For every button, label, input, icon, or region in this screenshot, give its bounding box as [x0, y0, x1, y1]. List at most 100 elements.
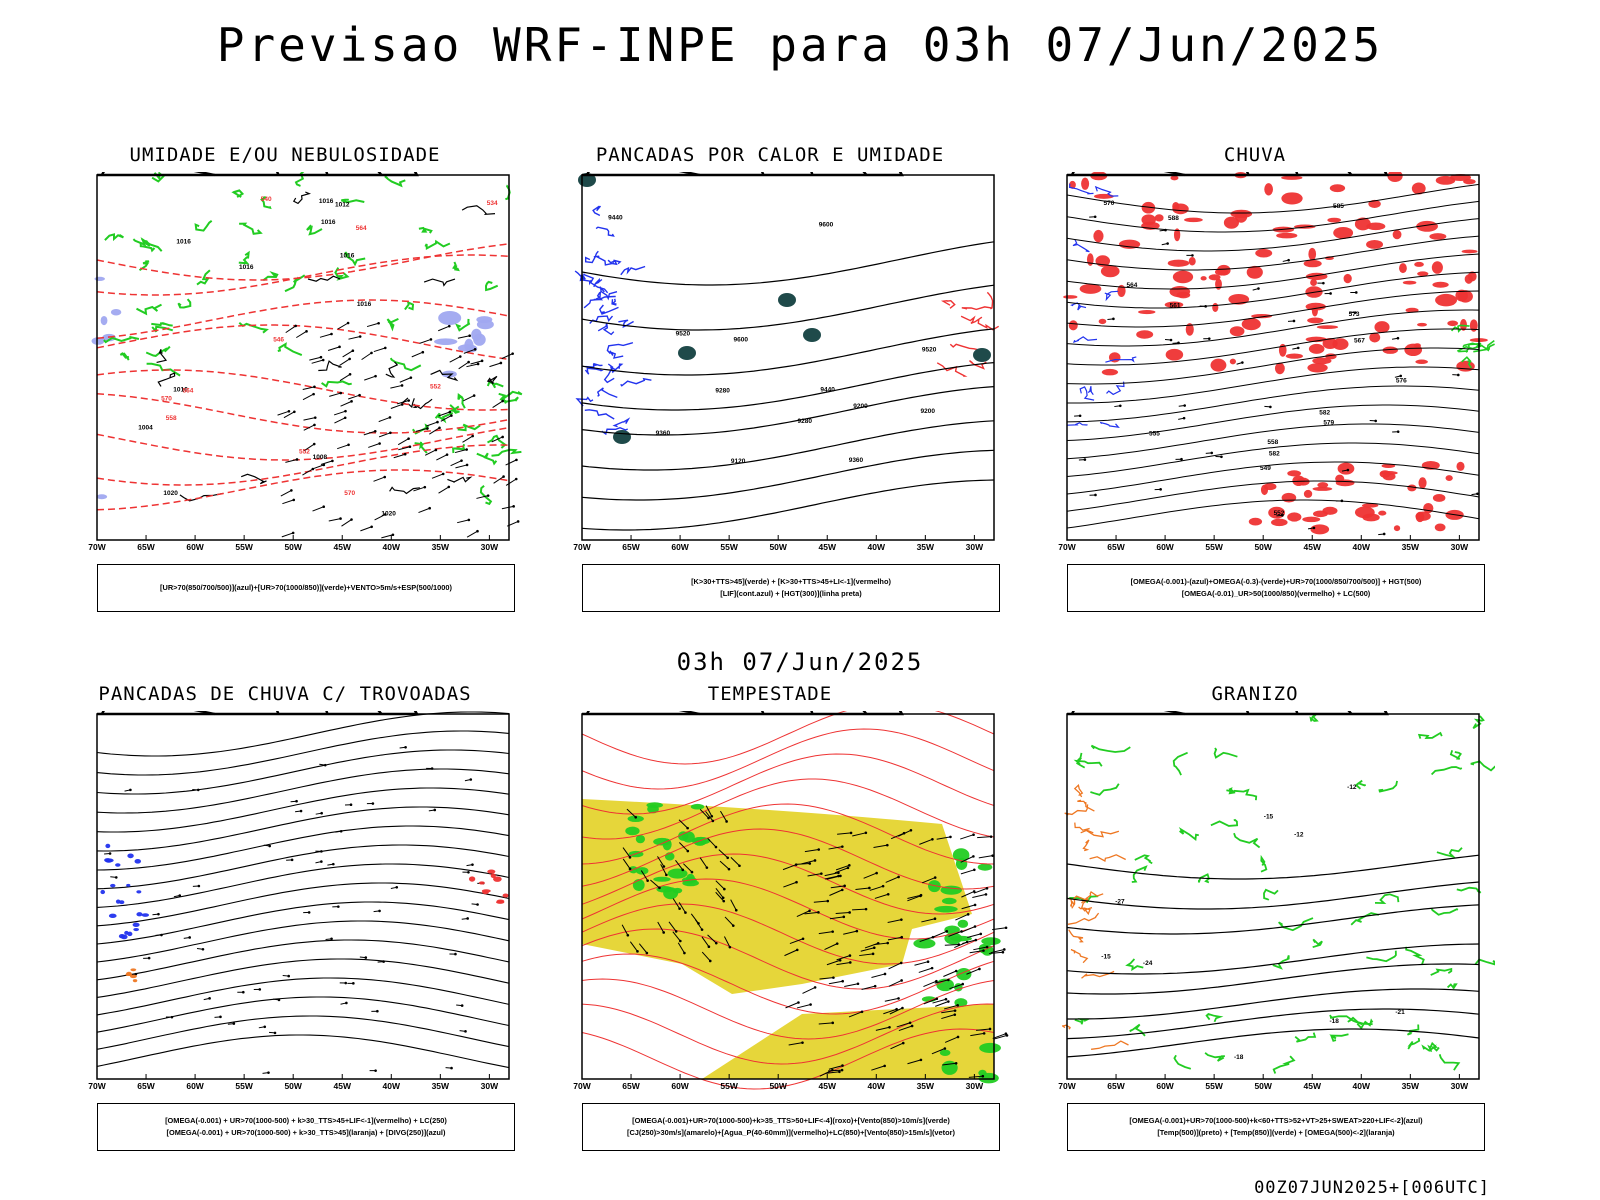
- wind-vector: [949, 983, 963, 990]
- wind-vector-head: [460, 459, 463, 462]
- omega500-contour: [1064, 804, 1089, 816]
- wind-vector-head: [831, 1021, 835, 1025]
- wind-vector: [837, 832, 852, 835]
- wind-vector: [829, 916, 844, 920]
- wind-vector: [923, 998, 937, 1005]
- wind-vector: [470, 360, 483, 365]
- wind-vector: [918, 967, 933, 973]
- wind-vector-head: [933, 876, 937, 879]
- temp850-contour: [1405, 946, 1425, 965]
- pressure-contour: [413, 398, 433, 410]
- wind-vector-head: [900, 979, 903, 982]
- temp500-label: -18: [1329, 1018, 1339, 1025]
- rain-area: [1302, 516, 1321, 523]
- lon-tick-label: 35W: [1402, 1081, 1420, 1091]
- temp850-contour: [1090, 744, 1131, 753]
- wind-vector: [302, 386, 315, 391]
- wind850-area: [653, 837, 671, 846]
- wind-vector-head: [947, 978, 950, 982]
- wind-vector-head: [868, 886, 871, 890]
- wind850-area: [682, 879, 699, 887]
- wind-vector-head: [846, 866, 850, 870]
- wind-vector-head: [722, 899, 726, 903]
- streamline: [96, 958, 510, 998]
- rain-area: [1307, 317, 1324, 324]
- wind-vector: [390, 403, 403, 409]
- wind-vector: [907, 895, 921, 902]
- wind-vector: [885, 876, 899, 883]
- wind-vector-head: [817, 911, 820, 914]
- wind-vector: [988, 951, 1003, 955]
- wind-vector-head: [797, 1001, 800, 1004]
- wind-vector-head: [322, 463, 326, 467]
- wind-vector-head: [860, 1010, 864, 1014]
- temp850-contour: [1272, 955, 1290, 970]
- rain-area: [1176, 291, 1191, 299]
- wind-vector-head: [831, 1068, 834, 1072]
- wind-vector: [783, 881, 797, 888]
- streamline-arrow-head: [1241, 361, 1244, 364]
- thunderstorm-red: [502, 893, 509, 898]
- wind-vector: [828, 1065, 843, 1070]
- lon-tick-label: 30W: [966, 542, 984, 552]
- temp500-contour: [1066, 943, 1480, 975]
- wind-vector: [675, 859, 684, 871]
- wind-vector: [337, 322, 349, 330]
- lon-tick-label: 35W: [432, 542, 450, 552]
- wind850-area: [944, 925, 960, 935]
- wind-vector-head: [293, 410, 296, 414]
- wind-vector-head: [910, 1024, 914, 1028]
- wind-vector: [390, 384, 403, 389]
- wind-vector-head: [864, 831, 868, 835]
- thickness-label: 564: [183, 388, 194, 395]
- wind-vector-head: [373, 429, 377, 433]
- thunderstorm-red: [468, 876, 476, 882]
- wind-vector-head: [908, 1021, 912, 1025]
- rain-area: [1416, 220, 1438, 232]
- omega500-contour: [1073, 783, 1084, 798]
- wind-vector-head: [841, 979, 844, 983]
- thickness-contour: [96, 469, 510, 511]
- wind-vector-head: [636, 950, 639, 953]
- wind-vector-head: [1001, 950, 1005, 954]
- lon-tick-label: 70W: [573, 1081, 591, 1091]
- pressure-contour: [240, 473, 267, 485]
- pressure-contour: [447, 476, 473, 483]
- wind-vector-head: [447, 485, 451, 489]
- temp850-contour: [1378, 780, 1398, 793]
- omega-strong-contour: [1462, 342, 1495, 352]
- wind-vector-head: [808, 862, 812, 865]
- omega-contour: [1099, 421, 1120, 429]
- moisture-green-contour: [434, 411, 454, 424]
- streamline: [96, 863, 510, 908]
- wind-vector: [668, 921, 677, 932]
- wind-vector: [990, 948, 1005, 954]
- rain-area: [1188, 257, 1196, 266]
- lifted-index-contour: [620, 377, 652, 387]
- temp850-contour: [1204, 1052, 1225, 1062]
- wind-vector: [835, 864, 850, 871]
- legend-line: [OMEGA(-0.001) + UR>70(1000-500) + k>30_…: [165, 1116, 447, 1125]
- hgt300-label: 9600: [734, 337, 749, 344]
- lifted-index-contour: [589, 315, 614, 324]
- wind-vector-head: [319, 355, 323, 359]
- wind-vector: [992, 1033, 1007, 1039]
- rain-area: [1307, 363, 1328, 373]
- lon-tick-label: 65W: [622, 1081, 640, 1091]
- wind-vector: [943, 970, 957, 977]
- panel-umidade: UMIDADE E/OU NEBULOSIDADE 1016 1016 1016 10…: [45, 144, 525, 644]
- wind-vector: [907, 894, 922, 899]
- legend-line: [UR>70(850/700/500)](azul)+[UR>70(1000/8…: [160, 583, 452, 592]
- temp850-contour: [1205, 1012, 1224, 1023]
- wind-vector-head: [988, 1027, 992, 1031]
- wind-vector: [819, 1069, 833, 1077]
- wind-vector: [424, 449, 437, 456]
- moisture-green-contour: [145, 345, 171, 357]
- rain-area: [1255, 248, 1273, 258]
- rain-area: [1098, 318, 1107, 325]
- instability-area: [678, 346, 696, 360]
- rain-area: [1381, 463, 1396, 468]
- wind-vector-head: [888, 1025, 891, 1029]
- lifted-index-contour: [609, 350, 624, 359]
- streamline-arrow-head: [466, 917, 469, 920]
